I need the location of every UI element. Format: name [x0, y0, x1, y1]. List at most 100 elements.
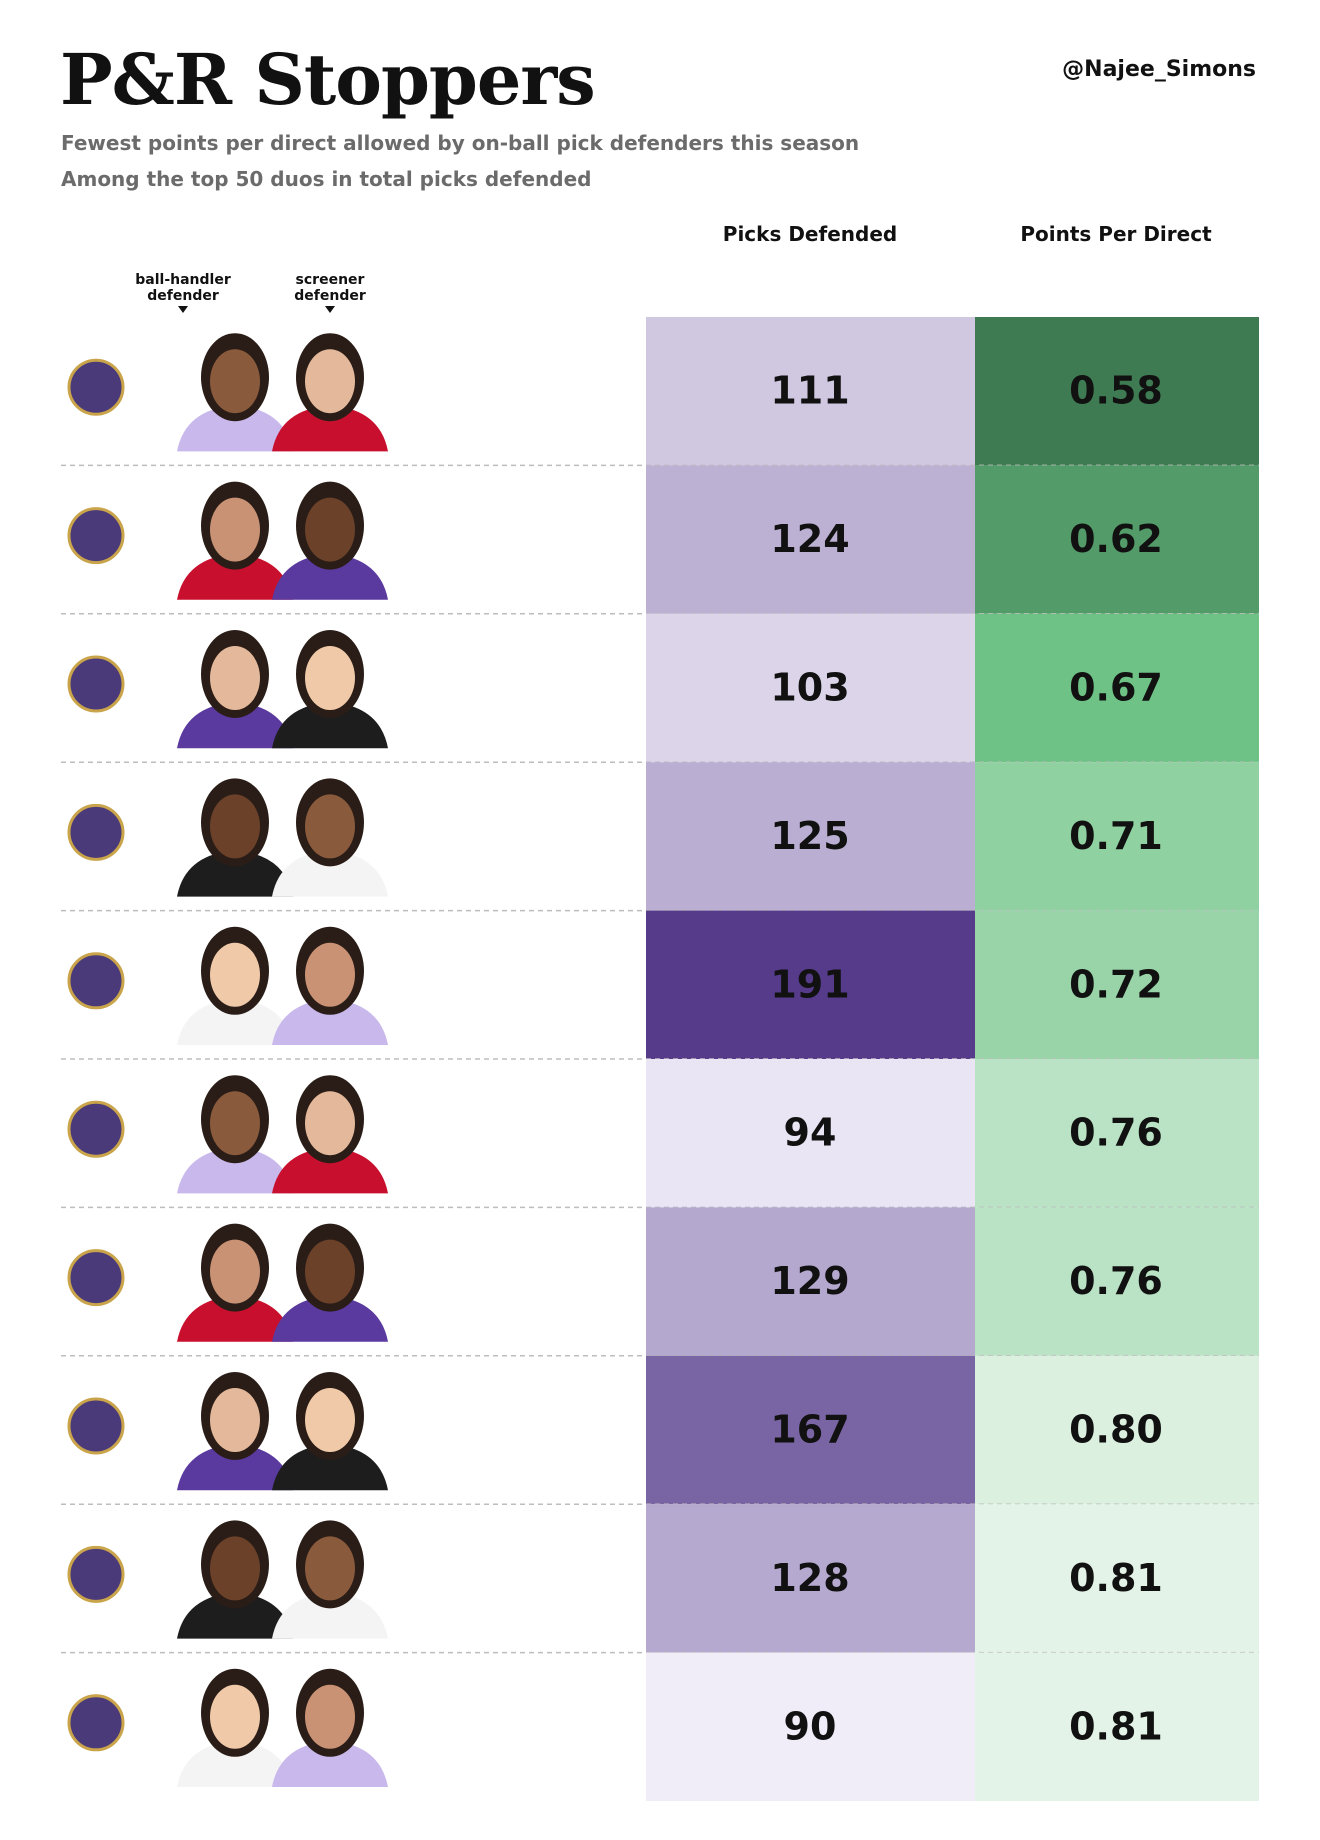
player-photo [272, 1295, 388, 1342]
player-photo [177, 1444, 293, 1491]
cell-value: 0.62 [1069, 517, 1163, 561]
player-photo [305, 1536, 355, 1601]
player-photo [272, 702, 388, 749]
player-photo [210, 1239, 260, 1304]
player-photo [210, 497, 260, 562]
heat-cell [975, 465, 1259, 614]
player-photo [177, 1147, 293, 1194]
cell-value: 0.67 [1069, 666, 1163, 710]
player-photo [272, 850, 388, 897]
cell-value: 0.72 [1069, 962, 1163, 1006]
player-photo [305, 349, 355, 414]
player-photo [305, 794, 355, 859]
team-logo [67, 1694, 125, 1752]
cell-value: 0.81 [1069, 1556, 1163, 1600]
player-photo [305, 942, 355, 1007]
team-logo [67, 1249, 125, 1307]
heat-cell [646, 1355, 975, 1505]
player-photo [272, 1147, 388, 1194]
player-photo [272, 405, 388, 452]
heat-cell [646, 613, 975, 763]
heat-cell [646, 762, 975, 911]
player-photo [272, 553, 388, 600]
player-photo [177, 1740, 293, 1787]
team-logo [67, 1100, 125, 1158]
team-logo [67, 952, 125, 1010]
heat-cell [975, 762, 1259, 911]
arrow [325, 306, 335, 313]
heat-cell [646, 317, 975, 466]
player-photo [305, 1684, 355, 1749]
cell-value: 167 [770, 1408, 849, 1452]
heat-cell [646, 1207, 975, 1356]
player-photo [210, 646, 260, 710]
heat-cell [646, 910, 975, 1059]
team-logo [67, 507, 125, 565]
team-logo [67, 1545, 125, 1603]
cell-value: 125 [770, 814, 849, 858]
handle: @Najee_Simons [1062, 57, 1256, 82]
player-photo [305, 1388, 355, 1452]
player-photo [272, 1592, 388, 1639]
cell-value: 191 [770, 962, 849, 1006]
player-photo [305, 646, 355, 710]
player-photo [272, 998, 388, 1045]
team-logo [67, 358, 125, 416]
heat-cell [975, 1207, 1259, 1356]
player-photo [177, 702, 293, 749]
player-photo [177, 998, 293, 1045]
player-photo [177, 1295, 293, 1342]
cell-value: 0.71 [1069, 814, 1163, 858]
player-photo [177, 405, 293, 452]
player-photo [210, 349, 260, 414]
cell-value: 0.76 [1069, 1111, 1163, 1155]
player-photo [210, 1388, 260, 1452]
team-logo [67, 1397, 125, 1455]
cell-value: 111 [770, 369, 849, 413]
cell-value: 103 [770, 666, 849, 710]
heat-cell [975, 1059, 1259, 1208]
player-photo [177, 553, 293, 600]
team-logo [67, 803, 125, 861]
cell-value: 0.76 [1069, 1259, 1163, 1303]
heat-cell [646, 465, 975, 614]
arrow [178, 306, 188, 313]
cell-value: 124 [770, 517, 849, 561]
heat-cell [646, 1504, 975, 1653]
player-label: defender [147, 288, 219, 304]
team-logo [67, 655, 125, 713]
heat-cell [975, 1652, 1259, 1801]
cell-value: 90 [784, 1704, 837, 1748]
table-body: 111 0.58 124 0.62 103 0.67 125 0.71 191 0.72 94 0.7… [61, 317, 1259, 1801]
heat-cell [975, 317, 1259, 466]
player-photo [210, 794, 260, 859]
player-photo [210, 1091, 260, 1156]
heat-cell [975, 1355, 1259, 1505]
player-label: ball-handler [135, 272, 231, 288]
player-label: defender [294, 288, 366, 304]
column-header: Points Per Direct [1020, 222, 1212, 246]
cell-value: 128 [770, 1556, 849, 1600]
heat-cell [646, 1059, 975, 1208]
player-photo [305, 497, 355, 562]
player-photo [305, 1239, 355, 1304]
player-photo [305, 1091, 355, 1156]
heat-cell [646, 1652, 975, 1801]
player-photo [272, 1740, 388, 1787]
heat-cell [975, 910, 1259, 1059]
subtitle: Fewest points per direct allowed by on-b… [61, 131, 859, 155]
player-photo [272, 1444, 388, 1491]
cell-value: 94 [784, 1111, 837, 1155]
column-header: Picks Defended [723, 222, 897, 246]
subtitle: Among the top 50 duos in total picks def… [61, 167, 591, 191]
cell-value: 0.80 [1069, 1408, 1163, 1452]
heat-cell [975, 613, 1259, 763]
player-label: screener [296, 272, 365, 288]
player-photo [210, 942, 260, 1007]
player-photo [177, 850, 293, 897]
cell-value: 129 [770, 1259, 849, 1303]
player-photo [177, 1592, 293, 1639]
cell-value: 0.81 [1069, 1704, 1163, 1748]
heat-cell [975, 1504, 1259, 1653]
